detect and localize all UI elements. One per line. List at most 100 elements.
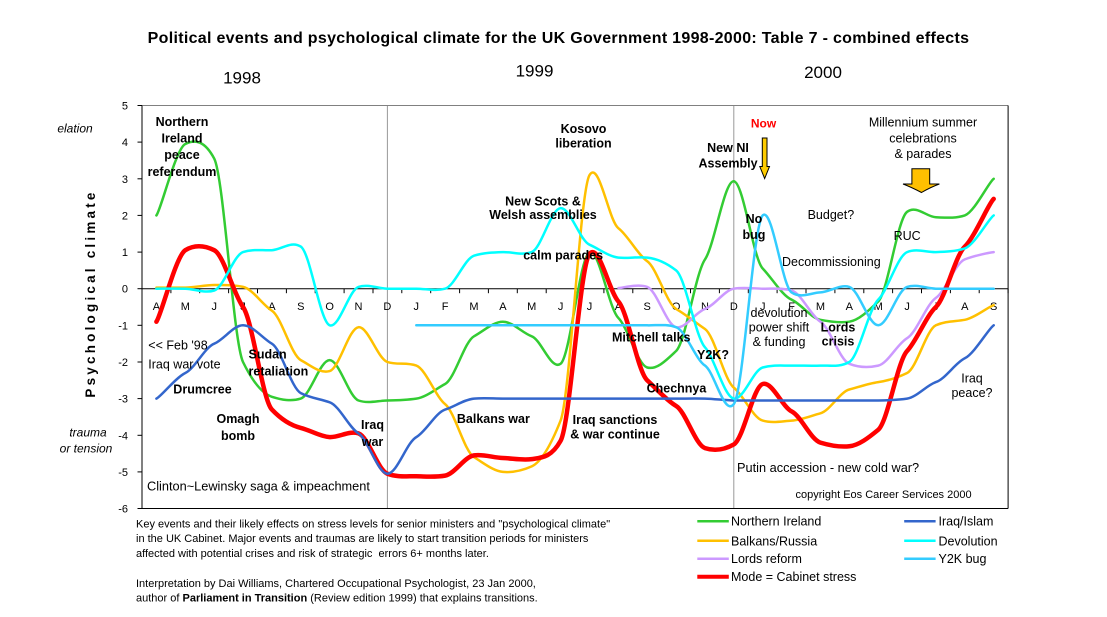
svg-text:-5: -5 (118, 467, 128, 479)
svg-text:S: S (644, 301, 651, 313)
svg-text:A: A (153, 301, 161, 313)
svg-text:A: A (499, 301, 507, 313)
svg-text:M: M (816, 301, 825, 313)
svg-text:Interpretation by Dai Williams: Interpretation by Dai Williams, Chartere… (136, 578, 536, 590)
svg-text:Iraq: Iraq (361, 418, 384, 432)
svg-text:Assembly: Assembly (698, 157, 757, 171)
svg-text:Sudan: Sudan (249, 348, 287, 362)
svg-text:Now: Now (751, 117, 777, 131)
svg-text:Iraq/Islam: Iraq/Islam (939, 515, 994, 529)
svg-text:affected with potential crises: affected with potential crises and risk … (136, 548, 489, 560)
svg-text:crisis: crisis (822, 335, 855, 349)
svg-text:F: F (442, 301, 449, 313)
svg-text:& war continue: & war continue (570, 428, 660, 442)
svg-text:Y2K?: Y2K? (697, 348, 729, 362)
svg-text:J: J (414, 301, 420, 313)
svg-text:bomb: bomb (221, 429, 255, 443)
svg-text:0: 0 (122, 284, 128, 296)
svg-text:Putin accession - new cold war: Putin accession - new cold war? (737, 460, 919, 475)
svg-text:Clinton~Lewinsky saga & impeac: Clinton~Lewinsky saga & impeachment (147, 479, 370, 494)
svg-text:New Scots &: New Scots & (505, 195, 581, 209)
svg-text:3: 3 (122, 174, 128, 186)
svg-text:Omagh: Omagh (216, 412, 259, 426)
svg-text:-2: -2 (118, 357, 128, 369)
svg-text:-1: -1 (118, 320, 128, 332)
svg-text:in the UK Cabinet. Major event: in the UK Cabinet. Major events and trau… (136, 533, 589, 545)
svg-text:4: 4 (122, 137, 128, 149)
svg-text:celebrations: celebrations (889, 131, 956, 145)
svg-text:Drumcree: Drumcree (173, 383, 231, 397)
svg-text:trauma: trauma (69, 426, 107, 440)
svg-text:D: D (383, 301, 391, 313)
svg-text:Ireland: Ireland (162, 132, 203, 146)
svg-text:N: N (355, 301, 363, 313)
svg-text:Chechnya: Chechnya (647, 382, 708, 396)
svg-text:N: N (701, 301, 709, 313)
svg-text:New NI: New NI (707, 141, 749, 155)
svg-text:J: J (587, 301, 593, 313)
svg-text:Psychological climate: Psychological climate (83, 189, 98, 397)
svg-text:Iraq sanctions: Iraq sanctions (573, 413, 658, 427)
svg-text:elation: elation (57, 122, 93, 136)
svg-text:peace: peace (164, 148, 199, 162)
svg-text:author of Parliament in Transi: author of Parliament in Transition (Revi… (136, 593, 538, 605)
svg-text:Iraq: Iraq (961, 371, 983, 385)
svg-text:<< Feb '98: << Feb '98 (148, 339, 207, 353)
svg-text:-6: -6 (118, 504, 128, 516)
svg-text:Northern Ireland: Northern Ireland (731, 515, 821, 529)
svg-text:1999: 1999 (516, 62, 554, 81)
svg-text:M: M (181, 301, 190, 313)
svg-text:Lords reform: Lords reform (731, 552, 802, 566)
svg-text:liberation: liberation (555, 137, 611, 151)
svg-text:S: S (990, 301, 997, 313)
svg-text:2: 2 (122, 210, 128, 222)
svg-text:J: J (760, 301, 766, 313)
svg-text:RUC: RUC (894, 229, 921, 243)
svg-text:5: 5 (122, 101, 128, 113)
svg-text:F: F (788, 301, 795, 313)
svg-text:Lords: Lords (821, 321, 856, 335)
svg-text:J: J (558, 301, 564, 313)
svg-text:Millennium summer: Millennium summer (869, 116, 977, 130)
svg-text:peace?: peace? (951, 386, 992, 400)
svg-text:Mitchell talks: Mitchell talks (612, 331, 691, 345)
svg-text:Balkans/Russia: Balkans/Russia (731, 534, 817, 548)
svg-text:J: J (211, 301, 217, 313)
svg-text:Decommissioning: Decommissioning (782, 255, 881, 269)
svg-text:Political events and psycholog: Political events and psychological clima… (148, 30, 970, 47)
svg-text:bug: bug (743, 228, 766, 242)
svg-text:O: O (672, 301, 681, 313)
svg-text:& funding: & funding (753, 335, 806, 349)
svg-text:devolution: devolution (751, 306, 808, 320)
svg-text:Key events and their likely ef: Key events and their likely effects on s… (136, 518, 610, 530)
svg-text:1998: 1998 (223, 69, 261, 88)
svg-text:M: M (527, 301, 536, 313)
svg-text:2000: 2000 (804, 63, 842, 82)
svg-text:war: war (361, 435, 384, 449)
svg-text:M: M (874, 301, 883, 313)
svg-text:A: A (961, 301, 969, 313)
svg-text:A: A (268, 301, 276, 313)
svg-text:calm parades: calm parades (523, 248, 603, 262)
svg-text:O: O (325, 301, 334, 313)
svg-text:No: No (746, 212, 763, 226)
svg-text:Budget?: Budget? (808, 208, 855, 222)
svg-text:Devolution: Devolution (939, 534, 998, 548)
svg-text:A: A (846, 301, 854, 313)
svg-text:D: D (730, 301, 738, 313)
svg-text:M: M (469, 301, 478, 313)
svg-text:S: S (297, 301, 304, 313)
svg-text:retaliation: retaliation (249, 365, 309, 379)
svg-text:Mode = Cabinet stress: Mode = Cabinet stress (731, 570, 856, 584)
svg-text:power shift: power shift (749, 321, 810, 335)
svg-text:Kosovo: Kosovo (561, 122, 607, 136)
svg-text:Y2K bug: Y2K bug (939, 552, 987, 566)
svg-text:J: J (904, 301, 910, 313)
svg-text:or tension: or tension (60, 442, 113, 456)
svg-text:& parades: & parades (895, 147, 952, 161)
svg-text:A: A (615, 301, 623, 313)
svg-text:Iraq war vote: Iraq war vote (148, 358, 220, 372)
svg-text:Northern: Northern (156, 115, 209, 129)
svg-text:-4: -4 (118, 430, 128, 442)
svg-text:referendum: referendum (148, 165, 217, 179)
